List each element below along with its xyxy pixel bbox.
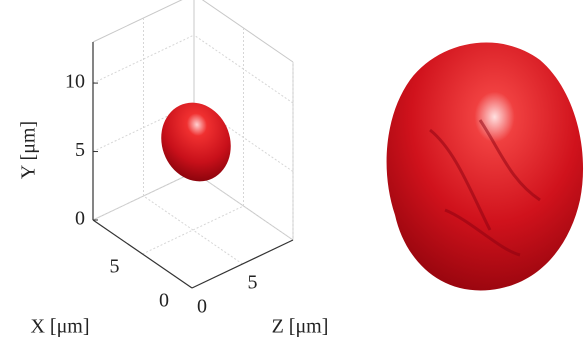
z-axis-label: Z [μm]: [272, 316, 329, 338]
x-tick-label: 5: [110, 256, 120, 278]
figure: 0 5 10 0 5 0 5 Y [μm] X [μm] Z [μm]: [0, 0, 584, 343]
z-axis: [192, 240, 293, 288]
x-axis-label: X [μm]: [30, 316, 89, 338]
y-tick-label: 0: [75, 208, 85, 230]
x-tick-label: 0: [159, 290, 169, 312]
z-tick-label: 0: [197, 296, 207, 318]
y-tick-label: 10: [65, 71, 85, 93]
grid-line: [144, 196, 243, 264]
y-tick-label: 5: [75, 139, 85, 161]
y-axis-label: Y [μm]: [18, 121, 40, 179]
cell-surface-zoom: [387, 43, 583, 291]
cell-surface: [150, 93, 241, 191]
z-tick-label: 5: [248, 272, 258, 294]
x-axis: [93, 220, 192, 288]
